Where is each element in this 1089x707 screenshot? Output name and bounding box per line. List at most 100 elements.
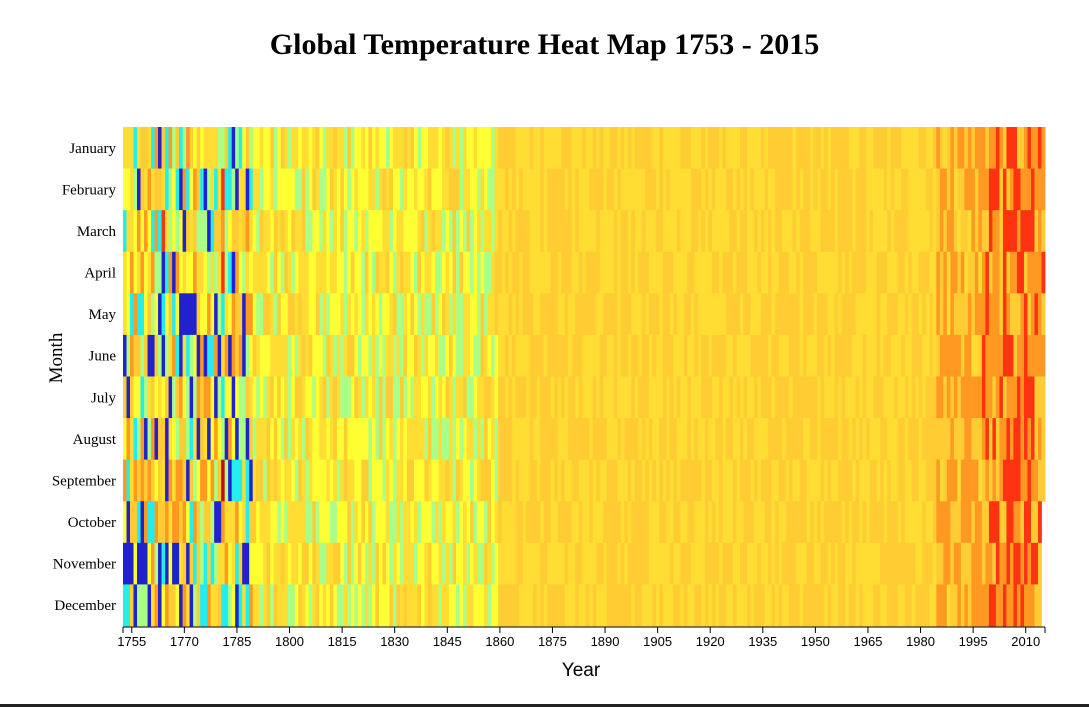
- heatmap-cell[interactable]: [231, 334, 236, 377]
- heatmap-cell[interactable]: [382, 293, 387, 336]
- heatmap-cell[interactable]: [340, 418, 345, 461]
- heatmap-cell[interactable]: [831, 542, 836, 585]
- heatmap-cell[interactable]: [624, 293, 629, 336]
- heatmap-cell[interactable]: [168, 376, 173, 419]
- heatmap-cell[interactable]: [487, 376, 492, 419]
- heatmap-cell[interactable]: [571, 334, 576, 377]
- heatmap-cell[interactable]: [890, 459, 895, 502]
- heatmap-cell[interactable]: [655, 210, 660, 253]
- heatmap-cell[interactable]: [585, 127, 590, 169]
- heatmap-cell[interactable]: [375, 542, 380, 585]
- heatmap-cell[interactable]: [1002, 542, 1007, 585]
- heatmap-cell[interactable]: [540, 542, 545, 585]
- heatmap-cell[interactable]: [740, 418, 744, 461]
- heatmap-cell[interactable]: [711, 584, 716, 627]
- heatmap-cell[interactable]: [449, 334, 453, 377]
- heatmap-cell[interactable]: [350, 376, 355, 419]
- heatmap-cell[interactable]: [841, 210, 846, 253]
- heatmap-cell[interactable]: [894, 418, 899, 461]
- heatmap-cell[interactable]: [417, 418, 422, 461]
- heatmap-cell[interactable]: [526, 584, 531, 627]
- heatmap-cell[interactable]: [480, 251, 485, 294]
- heatmap-cell[interactable]: [256, 293, 261, 336]
- heatmap-cell[interactable]: [683, 376, 688, 419]
- heatmap-cell[interactable]: [515, 584, 520, 627]
- heatmap-cell[interactable]: [449, 542, 453, 585]
- heatmap-cell[interactable]: [340, 584, 345, 627]
- heatmap-cell[interactable]: [690, 334, 695, 377]
- heatmap-cell[interactable]: [392, 127, 397, 169]
- heatmap-cell[interactable]: [529, 542, 534, 585]
- heatmap-cell[interactable]: [855, 584, 860, 627]
- heatmap-cell[interactable]: [249, 251, 254, 294]
- heatmap-cell[interactable]: [280, 251, 285, 294]
- heatmap-cell[interactable]: [319, 168, 324, 211]
- heatmap-cell[interactable]: [214, 376, 219, 419]
- heatmap-cell[interactable]: [519, 459, 524, 502]
- heatmap-cell[interactable]: [929, 168, 934, 211]
- heatmap-cell[interactable]: [932, 584, 937, 627]
- heatmap-cell[interactable]: [221, 251, 226, 294]
- heatmap-cell[interactable]: [371, 376, 376, 419]
- heatmap-cell[interactable]: [1016, 210, 1021, 253]
- heatmap-cell[interactable]: [718, 584, 723, 627]
- heatmap-cell[interactable]: [350, 127, 355, 169]
- heatmap-cell[interactable]: [1037, 127, 1042, 169]
- heatmap-cell[interactable]: [1006, 293, 1011, 336]
- heatmap-cell[interactable]: [617, 168, 622, 211]
- heatmap-cell[interactable]: [431, 168, 436, 211]
- heatmap-cell[interactable]: [263, 210, 268, 253]
- heatmap-cell[interactable]: [333, 459, 338, 502]
- heatmap-cell[interactable]: [978, 501, 983, 544]
- heatmap-cell[interactable]: [967, 210, 972, 253]
- heatmap-cell[interactable]: [449, 251, 453, 294]
- heatmap-cell[interactable]: [179, 418, 183, 461]
- heatmap-cell[interactable]: [834, 501, 839, 544]
- heatmap-cell[interactable]: [845, 542, 850, 585]
- heatmap-cell[interactable]: [133, 251, 138, 294]
- heatmap-cell[interactable]: [922, 293, 927, 336]
- heatmap-cell[interactable]: [508, 127, 513, 169]
- heatmap-cell[interactable]: [322, 501, 327, 544]
- heatmap-cell[interactable]: [981, 293, 986, 336]
- heatmap-cell[interactable]: [273, 127, 278, 169]
- heatmap-cell[interactable]: [210, 251, 215, 294]
- heatmap-cell[interactable]: [361, 459, 366, 502]
- heatmap-cell[interactable]: [992, 210, 997, 253]
- heatmap-cell[interactable]: [743, 127, 748, 169]
- heatmap-cell[interactable]: [740, 210, 744, 253]
- heatmap-cell[interactable]: [238, 127, 243, 169]
- heatmap-cell[interactable]: [925, 459, 930, 502]
- heatmap-cell[interactable]: [589, 127, 594, 169]
- heatmap-cell[interactable]: [186, 501, 191, 544]
- heatmap-cell[interactable]: [235, 542, 240, 585]
- heatmap-cell[interactable]: [1030, 418, 1035, 461]
- heatmap-cell[interactable]: [347, 584, 352, 627]
- heatmap-cell[interactable]: [838, 168, 843, 211]
- heatmap-cell[interactable]: [396, 418, 401, 461]
- heatmap-cell[interactable]: [456, 168, 460, 211]
- heatmap-cell[interactable]: [981, 376, 986, 419]
- heatmap-cell[interactable]: [960, 584, 965, 627]
- heatmap-cell[interactable]: [897, 418, 902, 461]
- heatmap-cell[interactable]: [382, 210, 387, 253]
- heatmap-cell[interactable]: [221, 459, 226, 502]
- heatmap-cell[interactable]: [533, 376, 538, 419]
- heatmap-cell[interactable]: [908, 418, 913, 461]
- heatmap-cell[interactable]: [943, 210, 948, 253]
- heatmap-cell[interactable]: [312, 334, 317, 377]
- heatmap-cell[interactable]: [718, 127, 723, 169]
- heatmap-cell[interactable]: [536, 168, 541, 211]
- heatmap-cell[interactable]: [533, 168, 538, 211]
- heatmap-cell[interactable]: [340, 542, 345, 585]
- heatmap-cell[interactable]: [929, 251, 934, 294]
- heatmap-cell[interactable]: [123, 168, 127, 211]
- heatmap-cell[interactable]: [333, 251, 338, 294]
- heatmap-cell[interactable]: [449, 293, 453, 336]
- heatmap-cell[interactable]: [207, 210, 212, 253]
- heatmap-cell[interactable]: [817, 459, 822, 502]
- heatmap-cell[interactable]: [270, 210, 275, 253]
- heatmap-cell[interactable]: [238, 251, 243, 294]
- heatmap-cell[interactable]: [631, 459, 636, 502]
- heatmap-cell[interactable]: [869, 418, 874, 461]
